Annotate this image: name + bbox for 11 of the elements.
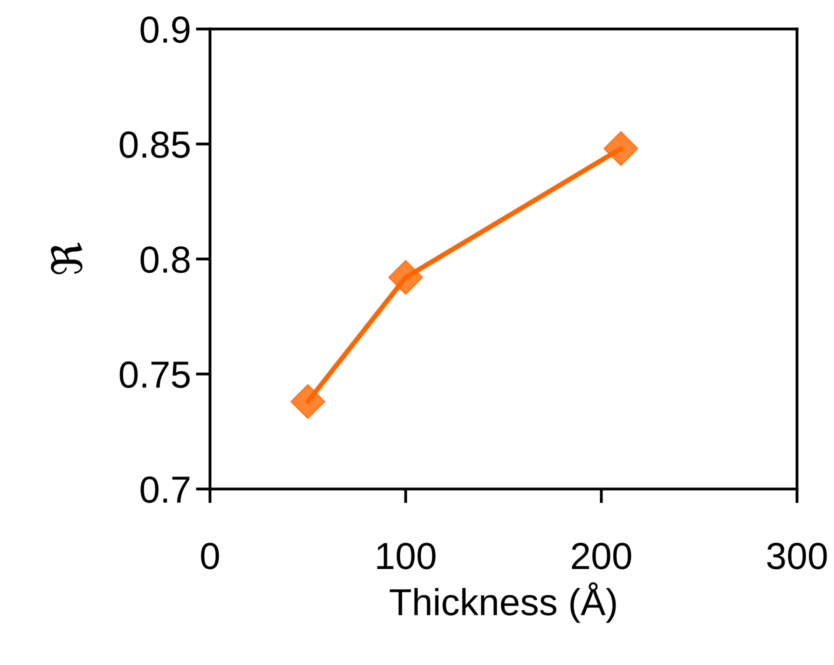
x-axis-title: Thickness (Å)	[390, 582, 616, 623]
y-axis-title: ℜ	[50, 242, 82, 274]
x-tick-label: 300	[767, 542, 827, 570]
y-tick-label: 0.85	[120, 131, 190, 158]
x-tick-label: 100	[377, 542, 436, 570]
y-tick-label: 0.9	[140, 16, 190, 43]
y-tick-label: 0.75	[120, 361, 190, 388]
y-tick-label: 0.7	[140, 476, 190, 503]
x-tick-label: 0	[201, 542, 219, 570]
y-tick-label: 0.8	[140, 246, 190, 273]
x-tick-label: 200	[572, 542, 632, 570]
